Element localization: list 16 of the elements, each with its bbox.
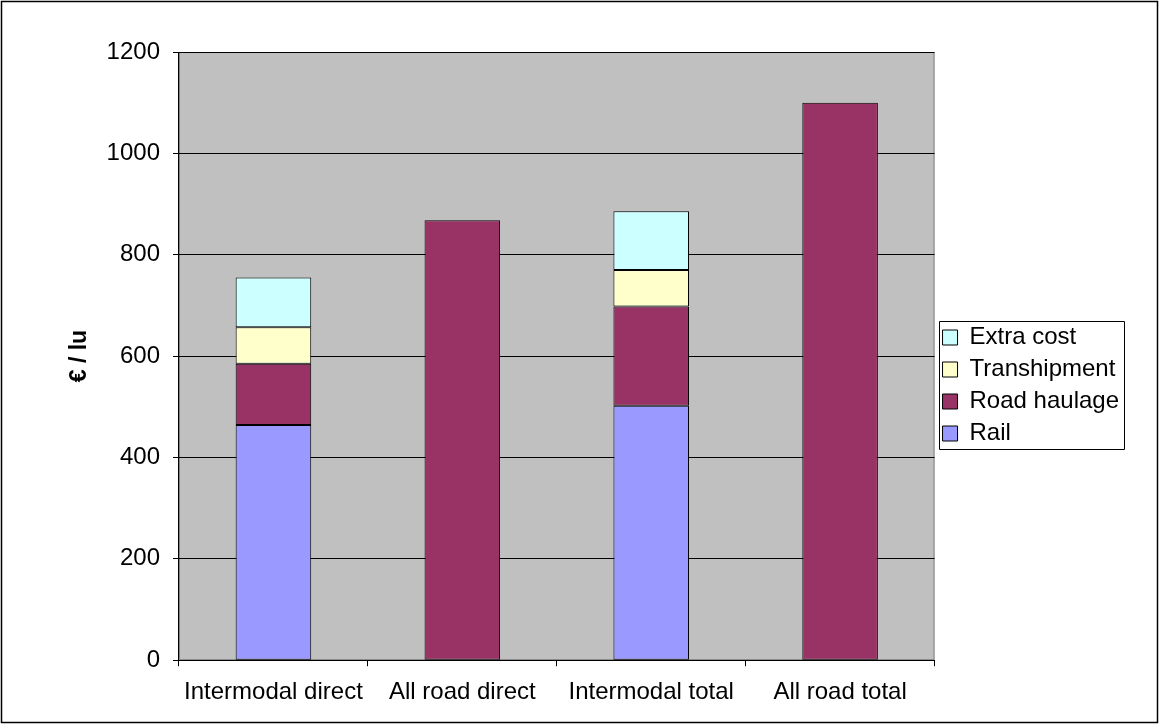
y-tick-label: 800 [119, 239, 160, 267]
x-tick-label: Intermodal direct [184, 677, 364, 705]
legend-label: Rail [969, 418, 1011, 446]
y-tick-label: 400 [119, 442, 160, 470]
legend-label: Transhipment [969, 354, 1116, 382]
y-tick-label: 200 [119, 543, 160, 571]
y-tick-label: 0 [146, 644, 160, 672]
x-tick-label: All road direct [388, 677, 537, 705]
legend-label: Road haulage [969, 386, 1120, 414]
y-axis-title: € / lu [65, 329, 92, 383]
legend-label: Extra cost [969, 322, 1077, 350]
x-tick-label: All road total [773, 677, 907, 705]
y-tick-label: 1000 [106, 137, 160, 165]
y-tick-label: 600 [119, 340, 160, 368]
x-tick-label: Intermodal total [568, 677, 734, 705]
y-tick-label: 1200 [106, 36, 160, 64]
